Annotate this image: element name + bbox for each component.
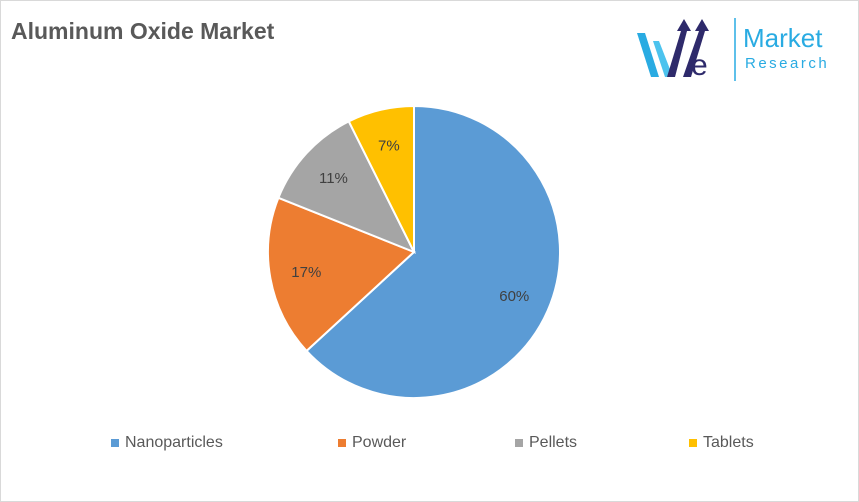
pie-slice-nanoparticles [305,104,561,399]
data-label-tablets: 7% [378,137,400,154]
legend-label: Powder [352,434,407,451]
legend-item-nanoparticles: Nanoparticles [111,434,223,452]
legend-label: Tablets [703,434,754,451]
chart-title: Aluminum Oxide Market [11,18,275,44]
legend-swatch [338,439,346,447]
data-label-powder: 17% [291,264,321,281]
svg-text:e: e [691,49,708,82]
pie-chart: 60% 17% 11% 7% [267,104,561,399]
legend-item-tablets: Tablets [689,434,754,452]
pie-slice-tablets [347,104,415,253]
data-label-pellets: 11% [319,170,348,187]
legend-swatch [515,439,523,447]
pie-slice-powder [267,196,416,353]
legend-swatch [689,439,697,447]
data-label-nanoparticles: 60% [499,288,529,305]
legend-label: Nanoparticles [125,434,223,451]
svg-text:Market: Market [743,23,823,53]
legend-item-pellets: Pellets [515,434,577,452]
legend-item-powder: Powder [338,434,406,452]
legend-swatch [111,439,119,447]
svg-text:Research: Research [745,55,829,72]
we-market-research-logo: e Market Research [637,18,829,82]
legend-label: Pellets [529,434,578,451]
pie-slice-pellets [277,120,417,254]
